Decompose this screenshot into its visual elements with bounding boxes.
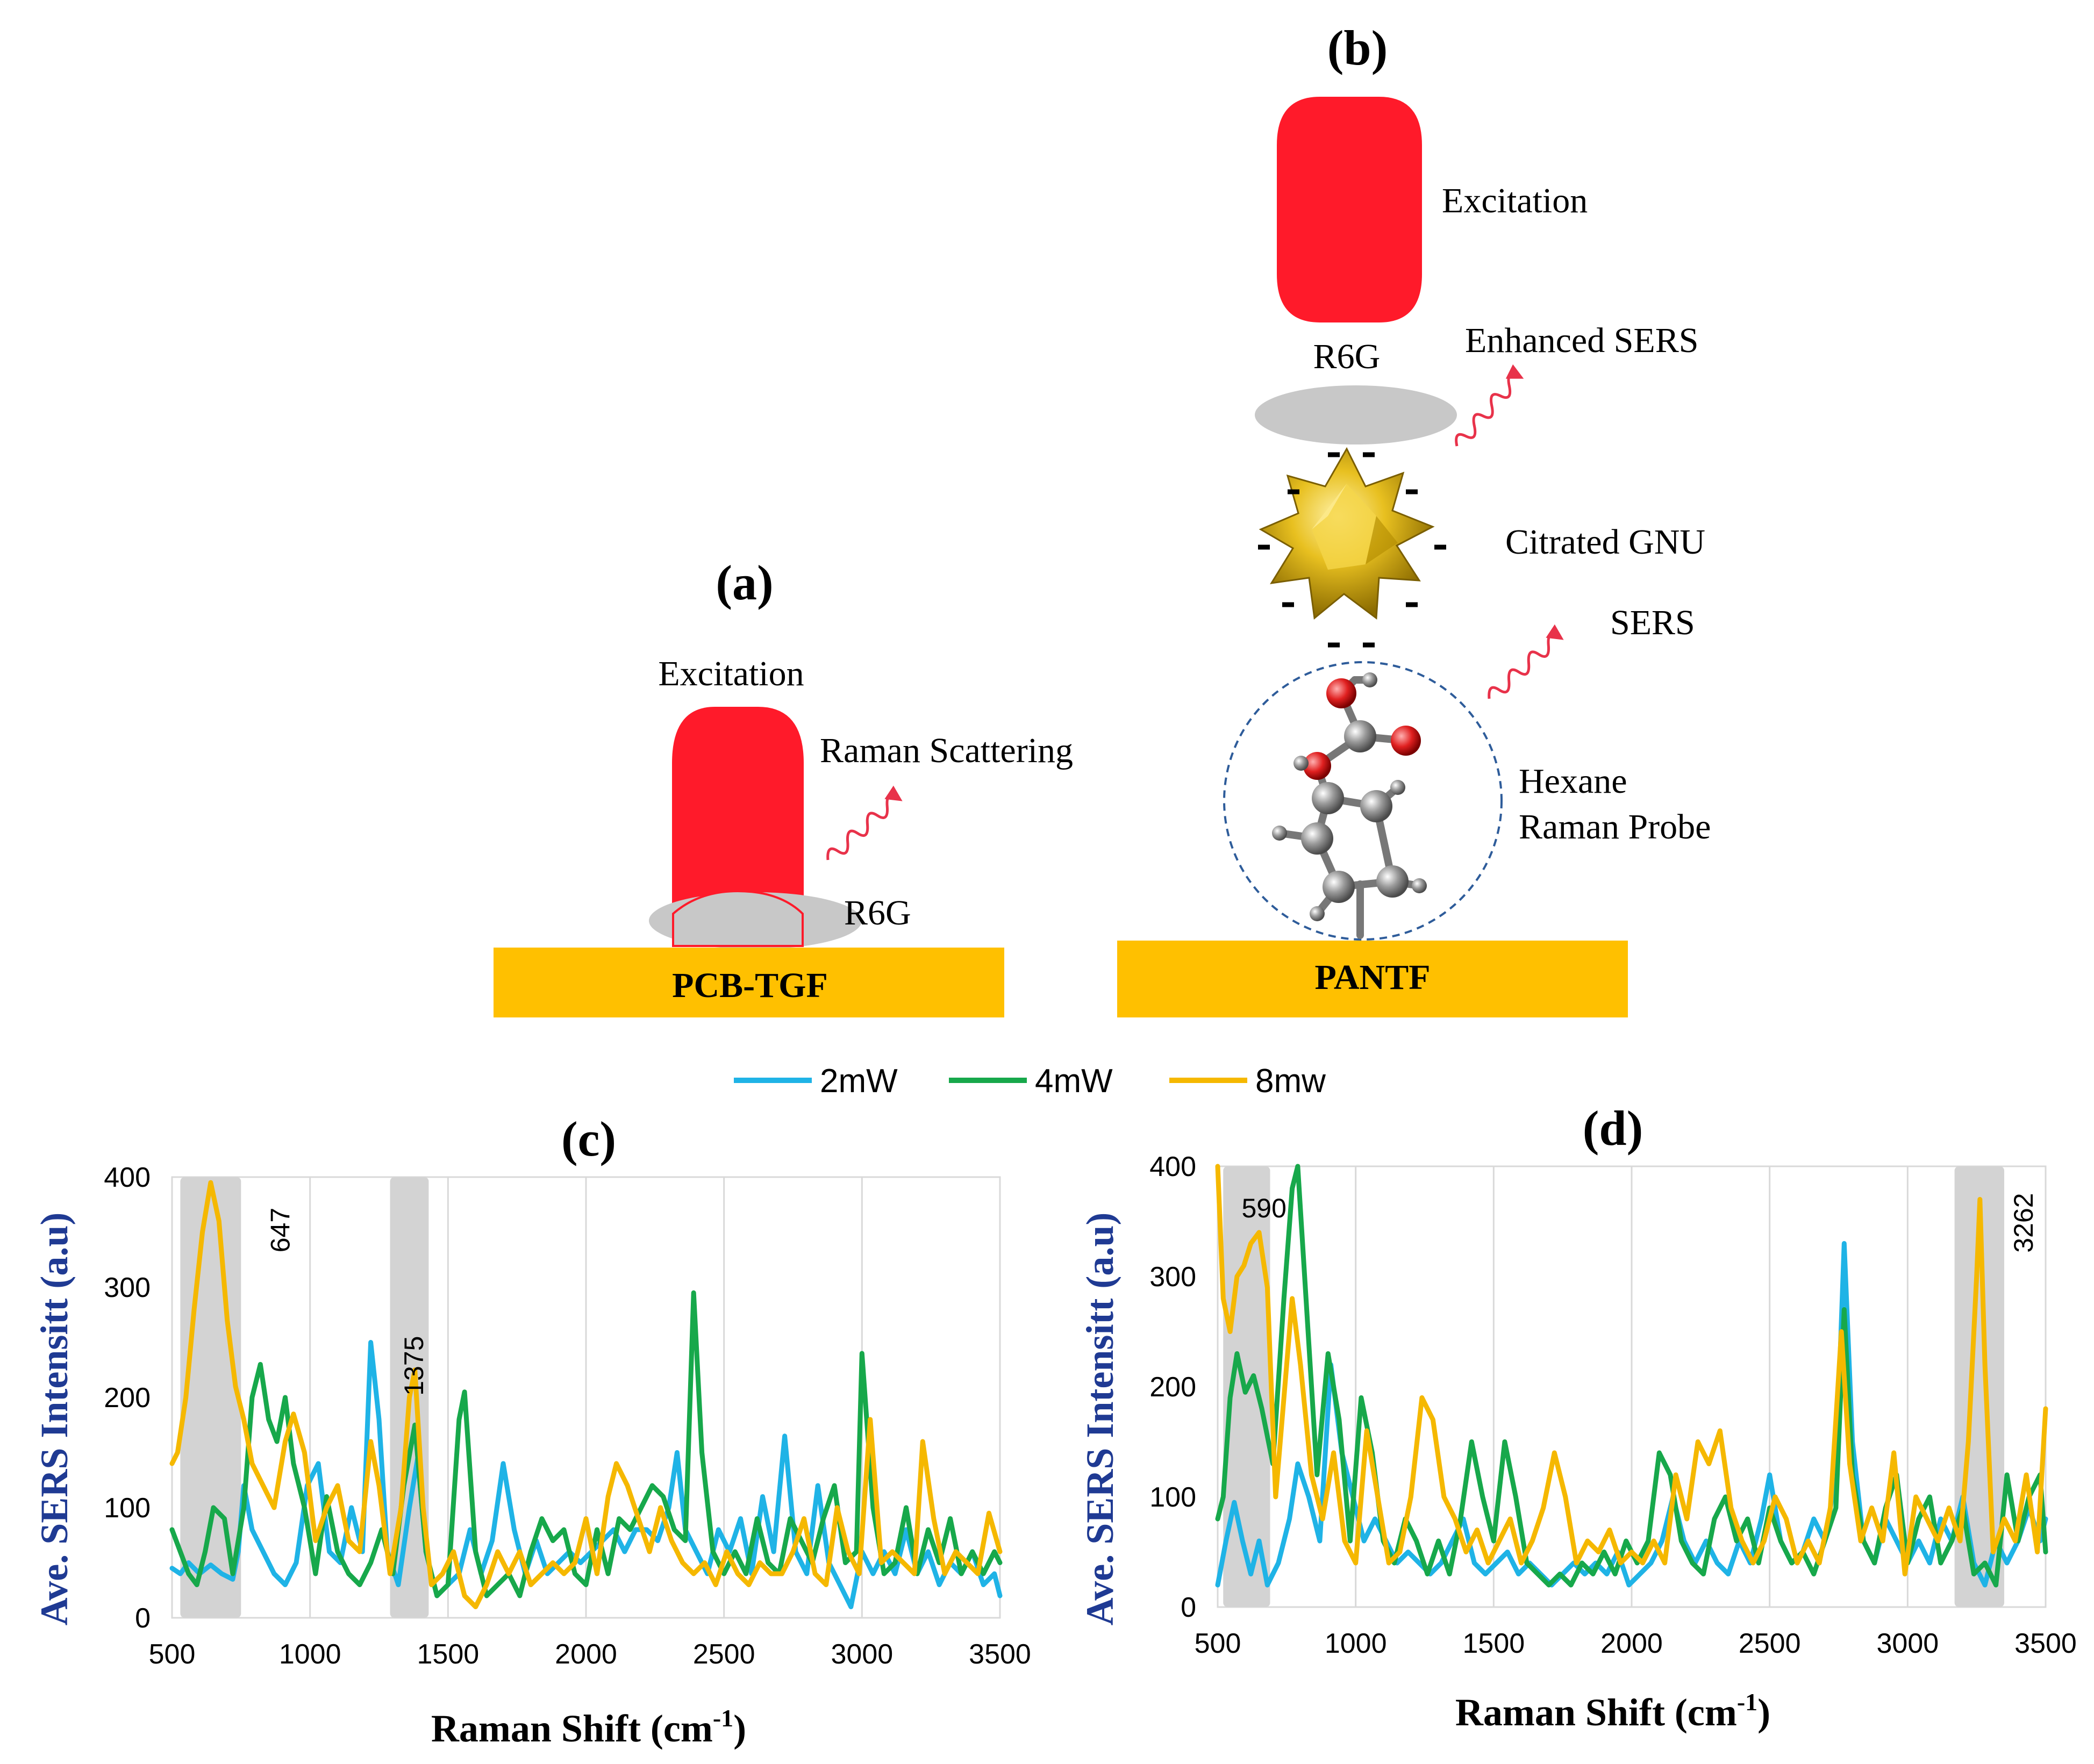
panel-b-probe-label-line2: Raman Probe: [1519, 807, 1711, 847]
chart-c-xtick-label: 2500: [693, 1639, 755, 1670]
chart-c-xlabel: Raman Shift (cm-1): [431, 1704, 746, 1750]
panel-a-scattered-photon: [826, 785, 903, 861]
panel-a-r6g-label: R6G: [844, 893, 911, 933]
chart-c-xtick-label: 3500: [969, 1639, 1031, 1670]
probe-dashed-circle: [1223, 661, 1503, 941]
chart-d-ytick-label: 300: [1149, 1261, 1196, 1293]
legend: 2mW 4mW 8mw: [734, 1063, 1326, 1100]
panel-b-substrate: [1117, 941, 1628, 1017]
panel-a-beam-overlap: [672, 890, 804, 947]
chart-d-xtick-label: 1500: [1462, 1628, 1525, 1659]
chart-d-xlabel-sup: -1: [1737, 1688, 1757, 1716]
panel-a-laser-beam: [672, 707, 804, 930]
panel-b-gnu-label: Citrated GNU: [1505, 522, 1705, 562]
chart-c-peak-annotation: 647: [265, 1208, 295, 1252]
panel-b-label: (b): [1327, 20, 1388, 75]
chart-d-title: (d): [1583, 1101, 1643, 1156]
panel-a-substrate-label: PCB-TGF: [672, 966, 828, 1005]
hexane-molecule-icon: [1272, 672, 1427, 939]
chart-c: (c) Ave. SERS Intensitt (a.u) Raman Shif…: [33, 1112, 1031, 1750]
chart-c-xlabel-end: ): [733, 1707, 746, 1750]
chart-d-peak-annotation: 590: [1241, 1193, 1286, 1223]
chart-d-ytick-label: 400: [1149, 1151, 1196, 1182]
panel-a-label: (a): [716, 555, 773, 610]
chart-d-ytick-label: 0: [1181, 1592, 1196, 1623]
chart-d-xtick-label: 3000: [1876, 1628, 1939, 1659]
panel-a-raman-scattering-label: Raman Scattering: [820, 731, 1073, 770]
panel-b-probe-label-line1: Hexane: [1519, 762, 1627, 801]
panel-a-substrate: [494, 948, 1004, 1017]
panel-b-excitation-label: Excitation: [1442, 181, 1588, 220]
panel-b-substrate-label: PANTF: [1314, 958, 1430, 997]
legend-label-2mw: 2mW: [820, 1063, 898, 1100]
chart-c-xlabel-text: Raman Shift (cm: [431, 1707, 713, 1750]
panel-b-enhanced-sers-label: Enhanced SERS: [1465, 321, 1698, 360]
panel-a: (a) Excitation R6G Raman Scattering PCB-…: [494, 555, 1073, 1017]
chart-c-ytick-label: 100: [104, 1493, 151, 1524]
chart-c-xtick-label: 1500: [417, 1639, 479, 1670]
legend-label-8mw: 8mw: [1255, 1063, 1326, 1100]
chart-d-ytick-label: 200: [1149, 1372, 1196, 1403]
chart-c-xtick-label: 3000: [831, 1639, 893, 1670]
chart-d-xlabel-end: ): [1757, 1691, 1770, 1734]
panel-b-r6g-sample: [1255, 385, 1457, 444]
chart-c-ytick-label: 200: [104, 1382, 151, 1414]
panel-b-sers-photon: [1488, 624, 1564, 699]
chart-d-xtick-label: 500: [1195, 1628, 1241, 1659]
chart-c-peak-annotation: 1375: [399, 1336, 429, 1396]
panel-b-laser-beam: [1277, 97, 1422, 322]
chart-d-xtick-label: 3500: [2014, 1628, 2077, 1659]
chart-d: (d) Ave. SERS Intensitt (a.u) Raman Shif…: [1078, 1101, 2077, 1734]
chart-c-highlight-band: [180, 1177, 241, 1618]
panel-b-r6g-label: R6G: [1313, 337, 1381, 376]
chart-c-series-8mw: [169, 1180, 1003, 1609]
chart-c-xlabel-sup: -1: [713, 1704, 733, 1732]
chart-d-xlabel: Raman Shift (cm-1): [1455, 1688, 1770, 1734]
chart-c-title: (c): [561, 1112, 616, 1166]
chart-c-ytick-label: 400: [104, 1162, 151, 1193]
panel-b: (b) Excitation R6G Enhanced SERS Citrate…: [1117, 20, 1711, 1017]
panel-b-sers-label: SERS: [1610, 603, 1695, 642]
chart-c-xtick-label: 500: [149, 1639, 196, 1670]
chart-c-ytick-label: 300: [104, 1272, 151, 1303]
chart-c-xtick-label: 1000: [279, 1639, 341, 1670]
chart-c-ylabel: Ave. SERS Intensitt (a.u): [33, 1213, 76, 1626]
panel-a-excitation-label: Excitation: [658, 654, 804, 693]
chart-c-xtick-label: 2000: [555, 1639, 617, 1670]
legend-label-4mw: 4mW: [1035, 1063, 1113, 1100]
chart-d-xtick-label: 1000: [1325, 1628, 1387, 1659]
chart-d-peak-annotation: 3262: [2009, 1193, 2039, 1253]
chart-d-ylabel: Ave. SERS Intensitt (a.u): [1078, 1213, 1121, 1626]
chart-d-ytick-label: 100: [1149, 1482, 1196, 1513]
chart-c-plot-area: 500 1000 1500 2000 2500 3000 3500 0 100 200 300 400…: [104, 1162, 1031, 1670]
panel-b-enhanced-photon: [1455, 364, 1524, 447]
gold-nanourchin-icon: [1259, 447, 1435, 620]
chart-d-xtick-label: 2500: [1739, 1628, 1801, 1659]
chart-d-plot-area: 500 1000 1500 2000 2500 3000 3500 0 100 200 300 400…: [1149, 1151, 2077, 1659]
chart-d-xlabel-text: Raman Shift (cm: [1455, 1691, 1737, 1734]
chart-d-series-8mw: [1215, 1164, 2048, 1576]
chart-c-series-4mw: [169, 1290, 1003, 1598]
chart-d-xtick-label: 2000: [1600, 1628, 1663, 1659]
citrate-charge-marks: [1258, 452, 1446, 648]
chart-c-ytick-label: 0: [135, 1603, 151, 1634]
